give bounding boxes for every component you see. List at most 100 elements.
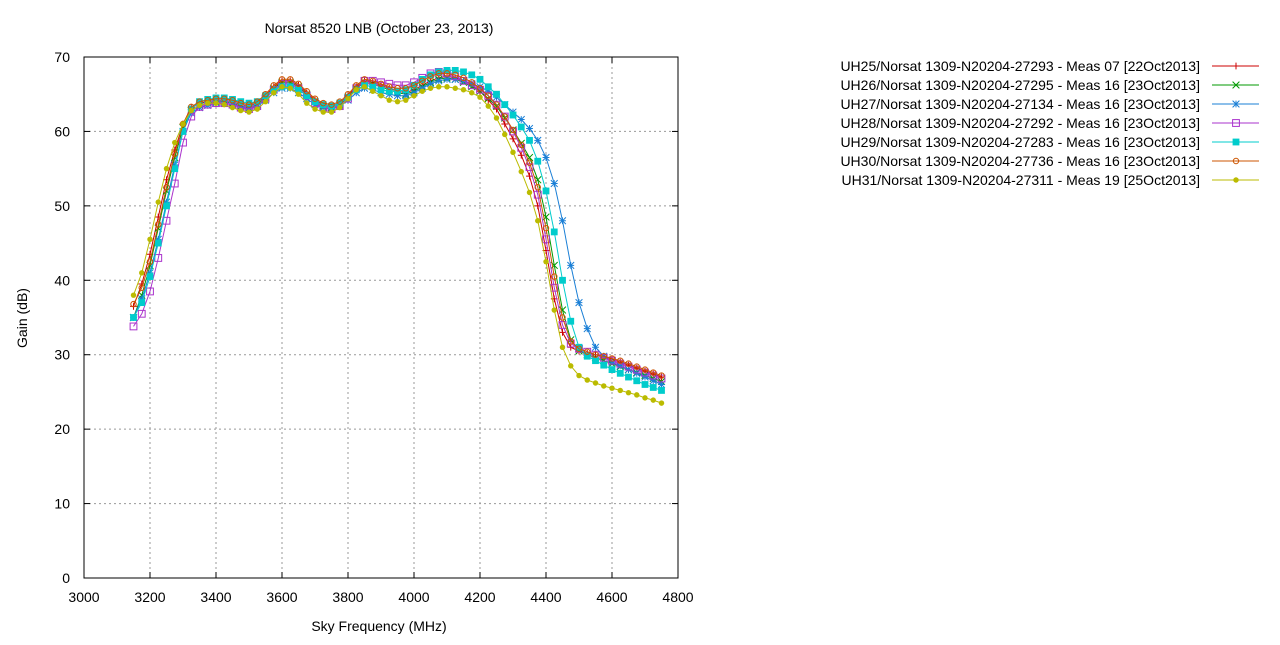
data-point — [493, 90, 500, 98]
data-point — [426, 80, 435, 88]
data-point — [435, 68, 443, 76]
legend-entry: UH31/Norsat 1309-N20204-27311 - Meas 19 … — [841, 172, 1259, 188]
data-point — [592, 351, 599, 358]
series-7 — [130, 84, 665, 406]
data-point — [559, 276, 566, 284]
data-point — [304, 100, 310, 106]
data-point — [625, 389, 632, 396]
legend-label: UH30/Norsat 1309-N20204-27736 - Meas 16 … — [840, 153, 1200, 169]
x-tick-label: 3800 — [332, 589, 363, 605]
data-point — [336, 99, 344, 107]
data-point — [254, 98, 261, 105]
data-point — [229, 104, 236, 111]
data-point — [386, 97, 392, 103]
data-point — [328, 101, 335, 108]
y-tick-label: 20 — [54, 421, 70, 437]
data-point — [566, 261, 575, 270]
data-point — [312, 106, 318, 112]
data-point — [641, 373, 649, 381]
data-point — [320, 99, 327, 107]
x-tick-label: 4400 — [530, 589, 561, 605]
data-point — [584, 377, 590, 383]
data-point — [476, 85, 484, 92]
data-point — [518, 168, 524, 175]
data-point — [451, 66, 459, 74]
data-point — [633, 377, 641, 385]
legend-entry: UH27/Norsat 1309-N20204-27134 - Meas 16 … — [840, 96, 1259, 112]
legend-entry: UH25/Norsat 1309-N20204-27293 - Meas 07 … — [840, 58, 1259, 74]
data-point — [436, 84, 442, 90]
data-point — [213, 100, 219, 106]
data-point — [526, 159, 533, 166]
data-point — [162, 198, 171, 206]
data-point — [493, 115, 500, 121]
legend-label: UH29/Norsat 1309-N20204-27283 - Meas 16 … — [840, 134, 1200, 150]
data-point — [212, 94, 220, 102]
data-point — [575, 345, 583, 352]
y-tick-label: 40 — [54, 272, 70, 288]
data-point — [369, 83, 377, 91]
data-point — [444, 84, 450, 90]
data-point — [245, 104, 253, 113]
data-point — [271, 90, 277, 96]
data-point — [146, 287, 154, 296]
data-point — [378, 92, 384, 99]
data-point — [154, 239, 162, 247]
data-point — [129, 322, 138, 331]
x-tick-label: 3400 — [200, 589, 231, 605]
data-point — [278, 76, 286, 83]
data-point — [386, 83, 393, 90]
data-point — [419, 77, 426, 85]
data-point — [591, 343, 600, 352]
data-point — [427, 71, 434, 79]
data-point — [609, 385, 615, 391]
data-point — [650, 397, 656, 403]
data-point — [179, 128, 187, 135]
data-point — [443, 75, 451, 84]
data-point — [303, 88, 310, 95]
data-point — [295, 80, 302, 88]
data-point — [509, 135, 517, 143]
data-point — [583, 324, 592, 333]
y-tick-label: 0 — [62, 570, 70, 586]
data-point — [1233, 177, 1239, 183]
data-point — [1232, 119, 1240, 127]
data-point — [559, 328, 566, 336]
data-point — [509, 127, 517, 136]
data-point — [345, 95, 351, 102]
data-point — [616, 369, 624, 377]
series-lines — [129, 66, 666, 406]
data-point — [484, 91, 493, 100]
data-point — [172, 139, 178, 146]
data-point — [418, 75, 426, 83]
data-point — [558, 216, 567, 225]
data-point — [567, 317, 575, 325]
data-point — [394, 85, 401, 92]
data-point — [130, 292, 137, 298]
legend-label: UH25/Norsat 1309-N20204-27293 - Meas 07 … — [840, 58, 1200, 74]
data-point — [220, 94, 228, 102]
data-point — [501, 120, 509, 128]
data-point — [319, 101, 327, 109]
data-point — [246, 109, 252, 115]
data-point — [535, 218, 541, 224]
legend-label: UH27/Norsat 1309-N20204-27134 - Meas 16 … — [840, 96, 1200, 112]
data-point — [229, 96, 236, 103]
data-point — [237, 99, 244, 107]
data-point — [196, 102, 203, 109]
data-point — [295, 86, 302, 94]
legend-label: UH31/Norsat 1309-N20204-27311 - Meas 19 … — [841, 172, 1200, 188]
y-tick-label: 30 — [54, 347, 70, 363]
data-point — [163, 184, 170, 191]
data-point — [303, 92, 311, 100]
data-point — [205, 100, 211, 106]
data-point — [229, 96, 236, 104]
data-point — [485, 92, 492, 99]
data-point — [180, 121, 186, 127]
data-point — [625, 373, 632, 381]
data-point — [533, 190, 542, 199]
data-point — [170, 161, 179, 169]
data-point — [533, 176, 542, 184]
data-point — [320, 109, 326, 115]
